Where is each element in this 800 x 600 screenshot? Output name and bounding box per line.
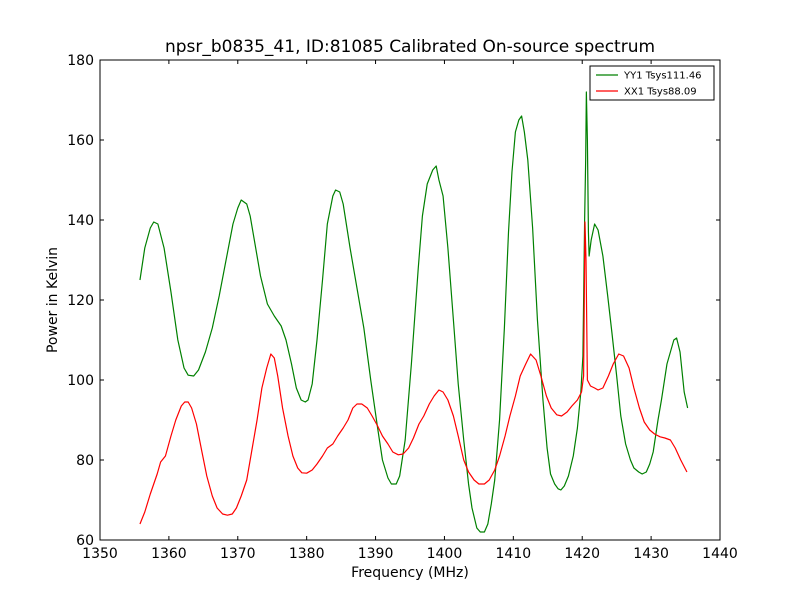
- x-axis: 1350 1360 1370 1380 1390 1400 1410 1420 1430 1440: [82, 60, 738, 562]
- x-tick-label: 1400: [427, 546, 463, 562]
- y-tick-label: 160: [67, 133, 94, 149]
- y-tick-label: 80: [76, 453, 94, 469]
- series-line-1: [139, 221, 688, 525]
- legend-label-xx1: XX1 Tsys88.09: [624, 87, 697, 98]
- legend-label-yy1: YY1 Tsys111.46: [623, 71, 702, 82]
- plot-frame: [99, 59, 721, 541]
- x-tick-label: 1370: [220, 546, 256, 562]
- series-group: [139, 91, 689, 533]
- x-tick-label: 1420: [564, 546, 600, 562]
- x-tick-label: 1410: [496, 546, 532, 562]
- legend-box: [589, 65, 715, 101]
- y-tick-label: 180: [67, 53, 94, 69]
- y-tick-label: 140: [67, 213, 94, 229]
- chart-title: npsr_b0835_41, ID:81085 Calibrated On-so…: [165, 37, 655, 57]
- y-tick-label: 60: [76, 533, 94, 549]
- x-tick-label: 1360: [151, 546, 187, 562]
- series-line-0: [139, 91, 689, 533]
- x-tick-label: 1440: [702, 546, 738, 562]
- x-tick-label: 1390: [358, 546, 394, 562]
- legend: YY1 Tsys111.46 XX1 Tsys88.09: [589, 65, 715, 101]
- y-tick-label: 100: [67, 373, 94, 389]
- x-tick-label: 1430: [633, 546, 669, 562]
- plot-area: 1350 1360 1370 1380 1390 1400 1410 1420 1430 1440…: [67, 53, 738, 562]
- x-tick-label: 1350: [82, 546, 118, 562]
- y-tick-label: 120: [67, 293, 94, 309]
- x-axis-label: Frequency (MHz): [351, 565, 469, 581]
- y-axis-label: Power in Kelvin: [45, 247, 61, 353]
- y-axis: 60 80 100 120 140 160 180: [67, 53, 720, 549]
- x-tick-label: 1380: [289, 546, 325, 562]
